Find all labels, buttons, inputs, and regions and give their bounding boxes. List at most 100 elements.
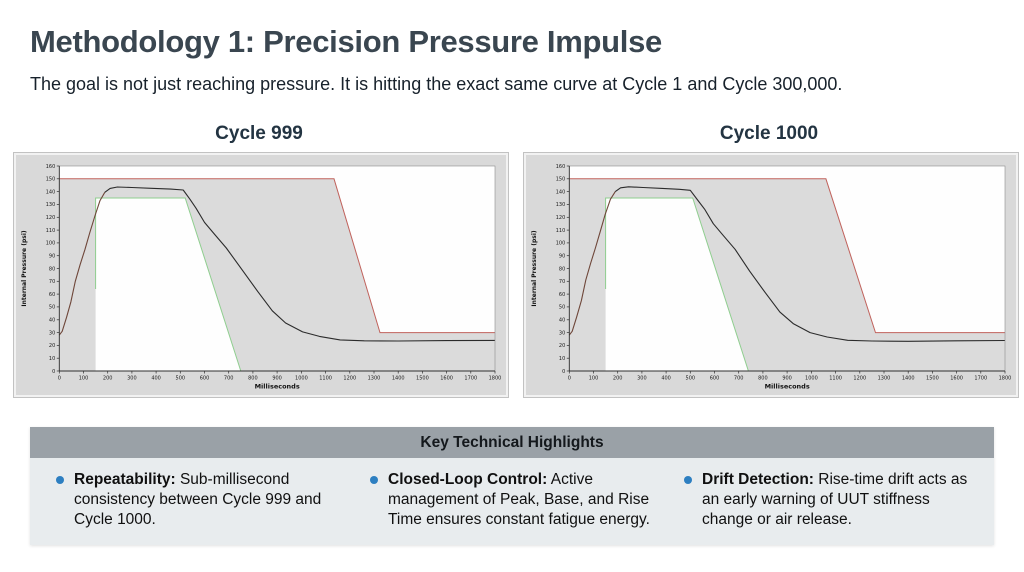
svg-text:1000: 1000: [295, 376, 308, 382]
svg-text:700: 700: [734, 376, 744, 382]
svg-text:0: 0: [52, 369, 55, 375]
svg-text:1300: 1300: [368, 376, 381, 382]
svg-text:1300: 1300: [878, 376, 891, 382]
bullet-icon: [370, 476, 378, 484]
svg-text:800: 800: [248, 376, 258, 382]
svg-text:20: 20: [49, 343, 55, 349]
svg-text:90: 90: [559, 254, 565, 260]
svg-text:1000: 1000: [805, 376, 818, 382]
svg-text:10: 10: [49, 356, 55, 362]
svg-text:20: 20: [559, 343, 565, 349]
highlight-body-text: Sub-millisecond consistency between Cycl…: [74, 471, 322, 528]
svg-text:70: 70: [49, 279, 55, 285]
svg-text:400: 400: [151, 376, 161, 382]
svg-text:0: 0: [568, 376, 571, 382]
svg-text:100: 100: [46, 241, 56, 247]
svg-text:160: 160: [556, 164, 566, 170]
svg-text:0: 0: [562, 369, 565, 375]
svg-text:200: 200: [613, 376, 623, 382]
svg-text:1100: 1100: [319, 376, 332, 382]
svg-text:900: 900: [782, 376, 792, 382]
highlight-body-text: Rise-time drift acts as an early warning…: [702, 471, 968, 528]
highlight-item-drift-detection: Drift Detection: Rise-time drift acts as…: [684, 470, 968, 531]
svg-text:160: 160: [46, 164, 56, 170]
highlight-text: Drift Detection: Rise-time drift acts as…: [702, 470, 968, 531]
svg-text:1600: 1600: [440, 376, 453, 382]
svg-text:140: 140: [46, 189, 56, 195]
svg-text:30: 30: [49, 330, 55, 336]
svg-text:100: 100: [556, 241, 566, 247]
highlight-lead: Closed-Loop Control:: [388, 471, 548, 488]
svg-text:30: 30: [559, 330, 565, 336]
key-highlights-body: Repeatability: Sub-millisecond consisten…: [30, 458, 994, 545]
svg-text:100: 100: [589, 376, 599, 382]
svg-text:80: 80: [559, 266, 565, 272]
svg-text:500: 500: [686, 376, 696, 382]
svg-text:200: 200: [103, 376, 113, 382]
svg-text:130: 130: [46, 202, 56, 208]
svg-text:70: 70: [559, 279, 565, 285]
svg-text:80: 80: [49, 266, 55, 272]
svg-text:130: 130: [556, 202, 566, 208]
svg-text:1100: 1100: [829, 376, 842, 382]
svg-text:1200: 1200: [343, 376, 356, 382]
svg-text:120: 120: [46, 215, 56, 221]
svg-text:1800: 1800: [489, 376, 502, 382]
svg-text:1800: 1800: [999, 376, 1012, 382]
svg-text:1600: 1600: [950, 376, 963, 382]
svg-text:10: 10: [559, 356, 565, 362]
chart-title-cycle-999: Cycle 999: [215, 123, 303, 144]
svg-text:1700: 1700: [464, 376, 477, 382]
svg-text:900: 900: [272, 376, 282, 382]
svg-text:400: 400: [661, 376, 671, 382]
pressure-chart-canvas: 0 10 20 30 40 50 60 70 80 90 100 110 120 130 140 150 160…: [21, 164, 502, 391]
svg-text:110: 110: [556, 228, 566, 234]
highlight-item-repeatability: Repeatability: Sub-millisecond consisten…: [56, 470, 340, 531]
svg-text:40: 40: [559, 318, 565, 324]
page-subtitle: The goal is not just reaching pressure. …: [30, 74, 843, 94]
svg-text:150: 150: [556, 177, 566, 183]
svg-text:300: 300: [637, 376, 647, 382]
svg-text:1700: 1700: [974, 376, 987, 382]
pressure-chart-cycle-1000: 0 10 20 30 40 50 60 70 80 90 100 110 120 130 140 150 160…: [524, 153, 1018, 397]
svg-text:110: 110: [46, 228, 56, 234]
svg-text:40: 40: [49, 318, 55, 324]
svg-text:140: 140: [556, 189, 566, 195]
svg-text:700: 700: [224, 376, 234, 382]
svg-text:1400: 1400: [902, 376, 915, 382]
svg-text:100: 100: [79, 376, 89, 382]
bullet-icon: [56, 476, 64, 484]
svg-text:90: 90: [49, 254, 55, 260]
svg-text:150: 150: [46, 177, 56, 183]
pressure-chart-cycle-999: 0 10 20 30 40 50 60 70 80 90 100 110 120 130 140 150 160…: [14, 153, 508, 397]
svg-text:1500: 1500: [416, 376, 429, 382]
key-highlights-header: Key Technical Highlights: [30, 427, 994, 458]
chart-title-cycle-1000: Cycle 1000: [719, 123, 819, 144]
key-highlights-panel: Key Technical Highlights Repeatability: …: [30, 427, 994, 545]
svg-text:60: 60: [49, 292, 55, 298]
pressure-chart-canvas: 0 10 20 30 40 50 60 70 80 90 100 110 120 130 140 150 160…: [531, 164, 1012, 391]
svg-text:500: 500: [176, 376, 186, 382]
svg-text:50: 50: [559, 305, 565, 311]
svg-text:Internal Pressure (psi): Internal Pressure (psi): [21, 230, 28, 306]
highlight-item-closed-loop-control: Closed-Loop Control: Active management o…: [370, 470, 654, 531]
svg-text:50: 50: [49, 305, 55, 311]
highlight-lead: Drift Detection:: [702, 471, 814, 488]
svg-text:Internal Pressure (psi): Internal Pressure (psi): [531, 230, 538, 306]
svg-text:Milliseconds: Milliseconds: [255, 383, 300, 391]
svg-text:600: 600: [710, 376, 720, 382]
highlight-text: Repeatability: Sub-millisecond consisten…: [74, 470, 340, 531]
bullet-icon: [684, 476, 692, 484]
svg-text:0: 0: [58, 376, 61, 382]
svg-text:120: 120: [556, 215, 566, 221]
svg-text:1500: 1500: [926, 376, 939, 382]
svg-text:Milliseconds: Milliseconds: [765, 383, 810, 391]
svg-text:60: 60: [559, 292, 565, 298]
page-title: Methodology 1: Precision Pressure Impuls…: [30, 24, 662, 59]
svg-text:600: 600: [200, 376, 210, 382]
svg-text:800: 800: [758, 376, 768, 382]
highlight-body-text: Active management of Peak, Base, and Ris…: [388, 471, 650, 528]
svg-text:1200: 1200: [853, 376, 866, 382]
highlight-text: Closed-Loop Control: Active management o…: [388, 470, 654, 531]
